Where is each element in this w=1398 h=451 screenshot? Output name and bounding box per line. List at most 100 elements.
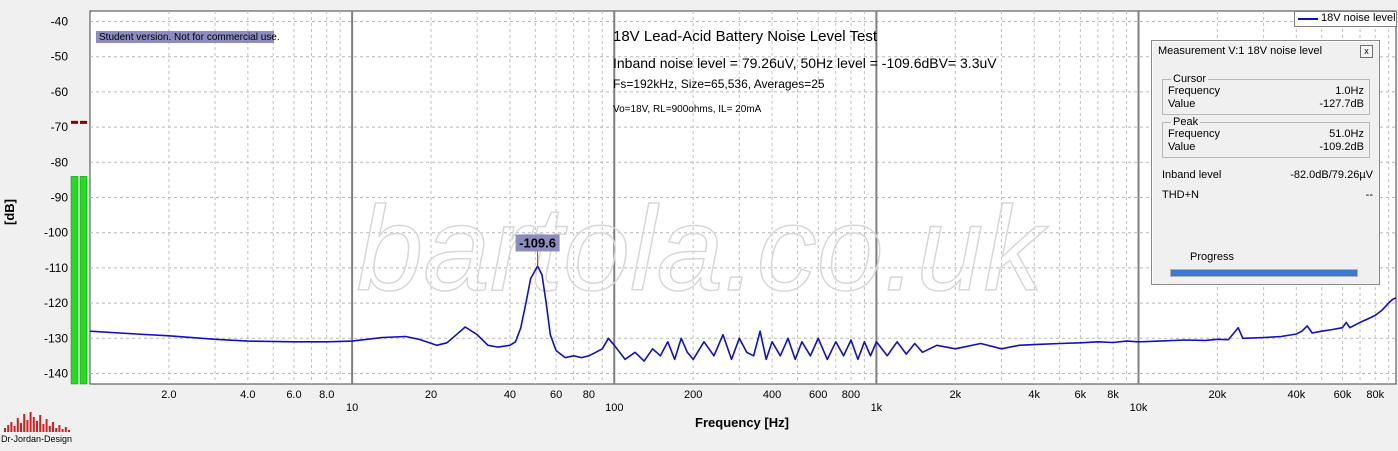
student-banner-bg xyxy=(96,31,274,43)
brand-bar xyxy=(4,428,6,432)
brand-bar xyxy=(23,414,26,432)
brand-bar xyxy=(20,423,22,432)
brand-bar xyxy=(55,428,58,432)
peak-label: -109.6 xyxy=(519,235,556,250)
cursor-frequency-value: 1.0Hz xyxy=(1335,85,1364,97)
x-minor-tick-label: 40k xyxy=(1287,389,1305,401)
cursor-frequency-row: Frequency 1.0Hz xyxy=(1168,85,1364,98)
legend[interactable]: 18V noise level xyxy=(1294,11,1397,27)
measurement-panel[interactable]: Measurement V:1 18V noise level x Cursor… xyxy=(1151,40,1380,285)
x-minor-tick-label: 2.0 xyxy=(161,389,176,401)
x-minor-tick-label: 8k xyxy=(1107,389,1119,401)
brand-bar xyxy=(29,412,32,432)
x-minor-tick-label: 20 xyxy=(425,389,437,401)
inband-value: -82.0dB/79.26µV xyxy=(1290,169,1373,181)
y-tick-label: -90 xyxy=(51,191,69,205)
close-icon[interactable]: x xyxy=(1360,45,1373,58)
progress-label: Progress xyxy=(1190,251,1235,263)
brand-waveform-icon xyxy=(4,412,70,432)
y-tick-label: -40 xyxy=(51,15,69,29)
y-tick-label: -130 xyxy=(44,331,68,345)
level-meter-left-bar xyxy=(70,176,79,385)
x-major-tick-label: 10 xyxy=(346,402,358,414)
brand-text: Dr-Jordan-Design xyxy=(1,434,73,444)
level-meter-left-peak-hold xyxy=(71,120,78,124)
peak-group: Peak xyxy=(1162,116,1370,158)
y-tick-label: -120 xyxy=(44,296,68,310)
peak-group-label: Peak xyxy=(1171,116,1201,128)
legend-label: 18V noise level xyxy=(1321,12,1396,24)
y-tick-label: -70 xyxy=(51,120,69,134)
x-minor-tick-label: 4k xyxy=(1028,389,1040,401)
brand-bar xyxy=(16,418,19,432)
thdn-label: THD+N xyxy=(1162,189,1199,201)
brand-bar xyxy=(42,424,45,432)
x-minor-tick-label: 60 xyxy=(550,389,562,401)
progress-fill xyxy=(1171,270,1357,276)
y-tick-label: -100 xyxy=(44,226,68,240)
annotation-line-1: Inband noise level = 79.26uV, 50Hz level… xyxy=(613,55,997,71)
x-minor-tick-label: 80k xyxy=(1366,389,1384,401)
peak-frequency-value: 51.0Hz xyxy=(1329,128,1364,140)
brand-bar xyxy=(68,430,70,432)
cursor-value-row: Value -127.7dB xyxy=(1168,98,1364,111)
x-minor-tick-label: 4.0 xyxy=(240,389,255,401)
x-minor-tick-label: 400 xyxy=(763,389,781,401)
progress-bar xyxy=(1170,269,1358,277)
brand-bar xyxy=(32,417,35,432)
x-minor-tick-label: 6.0 xyxy=(286,389,301,401)
brand-logo: Dr-Jordan-Design xyxy=(0,406,90,446)
x-axis-title: Frequency [Hz] xyxy=(695,415,789,430)
x-minor-tick-label: 800 xyxy=(842,389,860,401)
inband-row: Inband level -82.0dB/79.26µV xyxy=(1162,169,1373,182)
annotation-line-2: Fs=192kHz, Size=65,536, Averages=25 xyxy=(613,77,825,91)
x-major-tick-label: 10k xyxy=(1130,402,1148,414)
thdn-row: THD+N -- xyxy=(1162,189,1373,202)
x-major-tick-label: 1k xyxy=(871,402,883,414)
brand-bar xyxy=(26,420,29,432)
cursor-group-label: Cursor xyxy=(1171,73,1209,85)
level-meter-right-bar xyxy=(79,176,88,385)
x-minor-tick-label: 80 xyxy=(583,389,595,401)
inband-label: Inband level xyxy=(1162,169,1222,181)
peak-frequency-row: Frequency 51.0Hz xyxy=(1168,128,1364,141)
brand-bar xyxy=(52,422,54,432)
x-minor-tick-label: 200 xyxy=(684,389,702,401)
y-axis-title: [dB] xyxy=(2,199,17,225)
student-banner: Student version. Not for commercial use. xyxy=(99,32,280,43)
cursor-value-label: Value xyxy=(1168,98,1196,110)
panel-title: Measurement V:1 18V noise level xyxy=(1158,45,1323,57)
cursor-value-value: -127.7dB xyxy=(1319,98,1364,110)
brand-bar xyxy=(58,425,61,432)
legend-swatch xyxy=(1298,18,1318,20)
x-minor-tick-label: 20k xyxy=(1209,389,1227,401)
level-meter xyxy=(70,11,88,385)
peak-value-row: Value -109.2dB xyxy=(1168,141,1364,154)
peak-value-label: Value xyxy=(1168,141,1196,153)
y-tick-label: -110 xyxy=(45,261,68,275)
series-line-18v-noise-level xyxy=(89,265,1397,362)
x-minor-tick-label: 8.0 xyxy=(319,389,334,401)
level-meter-right-peak-hold xyxy=(80,120,87,124)
brand-bar xyxy=(45,419,48,432)
brand-bar xyxy=(10,422,13,432)
cursor-group: Cursor xyxy=(1162,73,1370,115)
y-tick-label: -80 xyxy=(51,155,69,169)
x-minor-tick-label: 6k xyxy=(1075,389,1087,401)
chart-title: 18V Lead-Acid Battery Noise Level Test xyxy=(613,28,878,45)
peak-frequency-label: Frequency xyxy=(1168,128,1220,140)
cursor-frequency-label: Frequency xyxy=(1168,85,1220,97)
brand-bar xyxy=(61,429,64,432)
y-tick-label: -60 xyxy=(51,85,69,99)
annotation-line-3: Vo=18V, RL=900ohms, IL= 20mA xyxy=(613,104,762,115)
grid-lines xyxy=(90,11,1396,384)
brand-bar xyxy=(7,425,10,432)
x-major-tick-label: 100 xyxy=(605,402,623,414)
brand-bar xyxy=(39,415,42,432)
peak-marker-group: -109.6 xyxy=(515,234,560,267)
x-minor-tick-label: 40 xyxy=(504,389,516,401)
brand-bar xyxy=(36,421,38,432)
y-tick-label: -140 xyxy=(44,366,68,380)
brand-bar xyxy=(13,426,16,432)
x-minor-tick-label: 600 xyxy=(809,389,827,401)
